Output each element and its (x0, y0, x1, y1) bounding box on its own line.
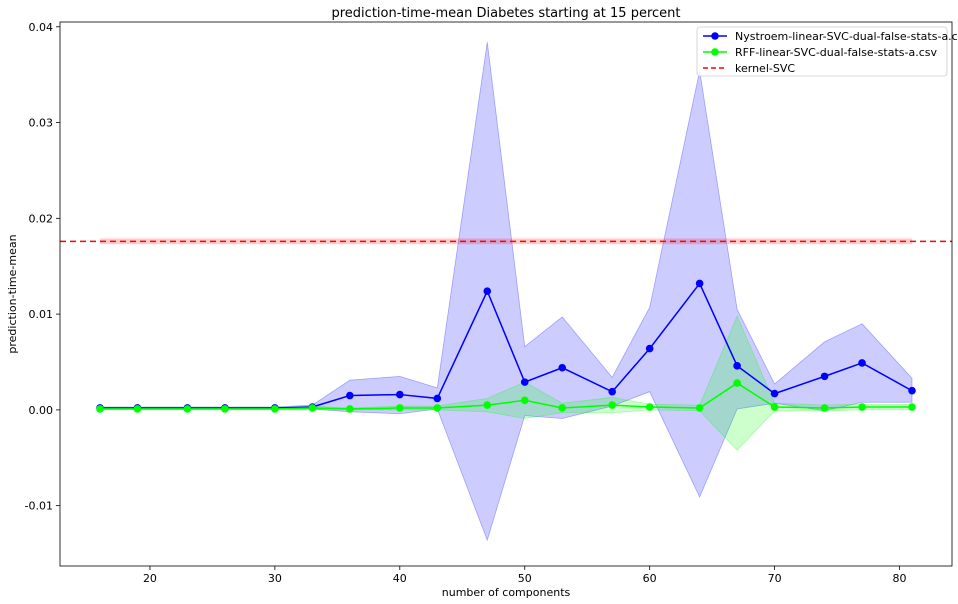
rff-linear-svc-dual-false-stats-a-csv-line (99, 382, 913, 410)
y-tick-label: 0.00 (29, 404, 54, 417)
nystroem-linear-svc-dual-false-stats-a-csv-point (695, 279, 704, 288)
nystroem-linear-svc-dual-false-stats-a-csv-band (99, 42, 913, 542)
y-tick-label: 0.03 (29, 117, 54, 130)
x-tick-label: 80 (893, 572, 907, 585)
rff-linear-svc-dual-false-stats-a-csv-point (133, 405, 142, 413)
rff-linear-svc-dual-false-stats-a-csv-point (695, 404, 704, 412)
x-tick-label: 70 (768, 572, 782, 585)
rff-linear-svc-dual-false-stats-a-csv-point (608, 401, 616, 409)
nystroem-linear-svc-dual-false-stats-a-csv-point (645, 344, 654, 353)
legend-marker-rff-linear-svc-dual-false-stats-a-csv (711, 48, 719, 56)
rff-linear-svc-dual-false-stats-a-csv-point (308, 404, 317, 412)
confidence-bands (99, 42, 913, 542)
x-tick-label: 30 (268, 572, 282, 585)
x-tick-label: 20 (143, 572, 157, 585)
x-axis-label: number of components (442, 586, 571, 599)
legend-label-rff-linear-svc-dual-false-stats-a-csv: RFF-linear-SVC-dual-false-stats-a.csv (735, 46, 937, 59)
nystroem-linear-svc-dual-false-stats-a-csv-point (558, 363, 567, 372)
nystroem-linear-svc-dual-false-stats-a-csv-point (820, 372, 829, 381)
rff-linear-svc-dual-false-stats-a-csv-point (483, 401, 492, 409)
y-tick-label: -0.01 (25, 500, 53, 513)
rff-linear-svc-dual-false-stats-a-csv-point (271, 405, 279, 413)
rff-linear-svc-dual-false-stats-a-csv-point (346, 405, 354, 413)
series-lines (60, 240, 952, 410)
nystroem-linear-svc-dual-false-stats-a-csv-line (99, 282, 913, 409)
x-tick-label: 50 (518, 572, 532, 585)
rff-linear-svc-dual-false-stats-a-csv-point (770, 403, 779, 411)
legend-box (696, 26, 948, 77)
rff-linear-svc-dual-false-stats-a-csv-point (558, 404, 567, 412)
nystroem-linear-svc-dual-false-stats-a-csv-point (908, 386, 916, 395)
y-tick-label: 0.01 (29, 308, 54, 321)
y-axis-label: prediction-time-mean (6, 234, 19, 353)
chart-title: prediction-time-mean Diabetes starting a… (332, 6, 681, 21)
rff-linear-svc-dual-false-stats-a-csv-point (820, 404, 829, 412)
rff-linear-svc-dual-false-stats-a-csv-point (396, 404, 404, 412)
nystroem-linear-svc-dual-false-stats-a-csv-point (733, 362, 741, 370)
y-axis: -0.01 0.00 0.01 0.02 0.03 0.04 (25, 21, 60, 513)
rff-linear-svc-dual-false-stats-a-csv-point (908, 403, 916, 411)
nystroem-linear-svc-dual-false-stats-a-csv-point (858, 359, 866, 367)
nystroem-linear-svc-dual-false-stats-a-csv-point (483, 287, 492, 295)
y-tick-label: 0.04 (29, 21, 54, 34)
x-tick-label: 60 (643, 572, 657, 585)
legend-label-nystroem-linear-svc-dual-false-stats-a-csv: Nystroem-linear-SVC-dual-false-stats-a.c… (735, 30, 958, 43)
rff-linear-svc-dual-false-stats-a-csv-point (183, 405, 192, 413)
rff-linear-svc-dual-false-stats-a-csv-point (858, 403, 866, 411)
plot-frame (59, 21, 953, 567)
rff-linear-svc-dual-false-stats-a-csv-point (645, 403, 654, 411)
nystroem-linear-svc-dual-false-stats-a-csv-point (520, 378, 529, 386)
nystroem-linear-svc-dual-false-stats-a-csv-point (770, 389, 779, 398)
legend-marker-nystroem-linear-svc-dual-false-stats-a-csv (711, 32, 719, 40)
rff-linear-svc-dual-false-stats-a-csv-point (433, 404, 442, 412)
x-axis: 20 30 40 50 60 70 80 (143, 566, 907, 585)
rff-linear-svc-dual-false-stats-a-csv-point (221, 405, 229, 413)
y-tick-label: 0.02 (29, 212, 54, 225)
nystroem-linear-svc-dual-false-stats-a-csv-point (433, 394, 442, 403)
rff-linear-svc-dual-false-stats-a-csv-point (733, 379, 741, 387)
legend: Nystroem-linear-SVC-dual-false-stats-a.c… (696, 26, 958, 77)
nystroem-linear-svc-dual-false-stats-a-csv-point (346, 391, 354, 400)
nystroem-linear-svc-dual-false-stats-a-csv-point (608, 387, 616, 396)
x-tick-label: 40 (393, 572, 407, 585)
rff-linear-svc-dual-false-stats-a-csv-point (520, 396, 529, 405)
legend-label-kernel-svc: kernel-SVC (735, 62, 795, 75)
nystroem-linear-svc-dual-false-stats-a-csv-point (396, 390, 404, 399)
rff-linear-svc-dual-false-stats-a-csv-point (96, 405, 104, 413)
series-points (96, 279, 916, 413)
